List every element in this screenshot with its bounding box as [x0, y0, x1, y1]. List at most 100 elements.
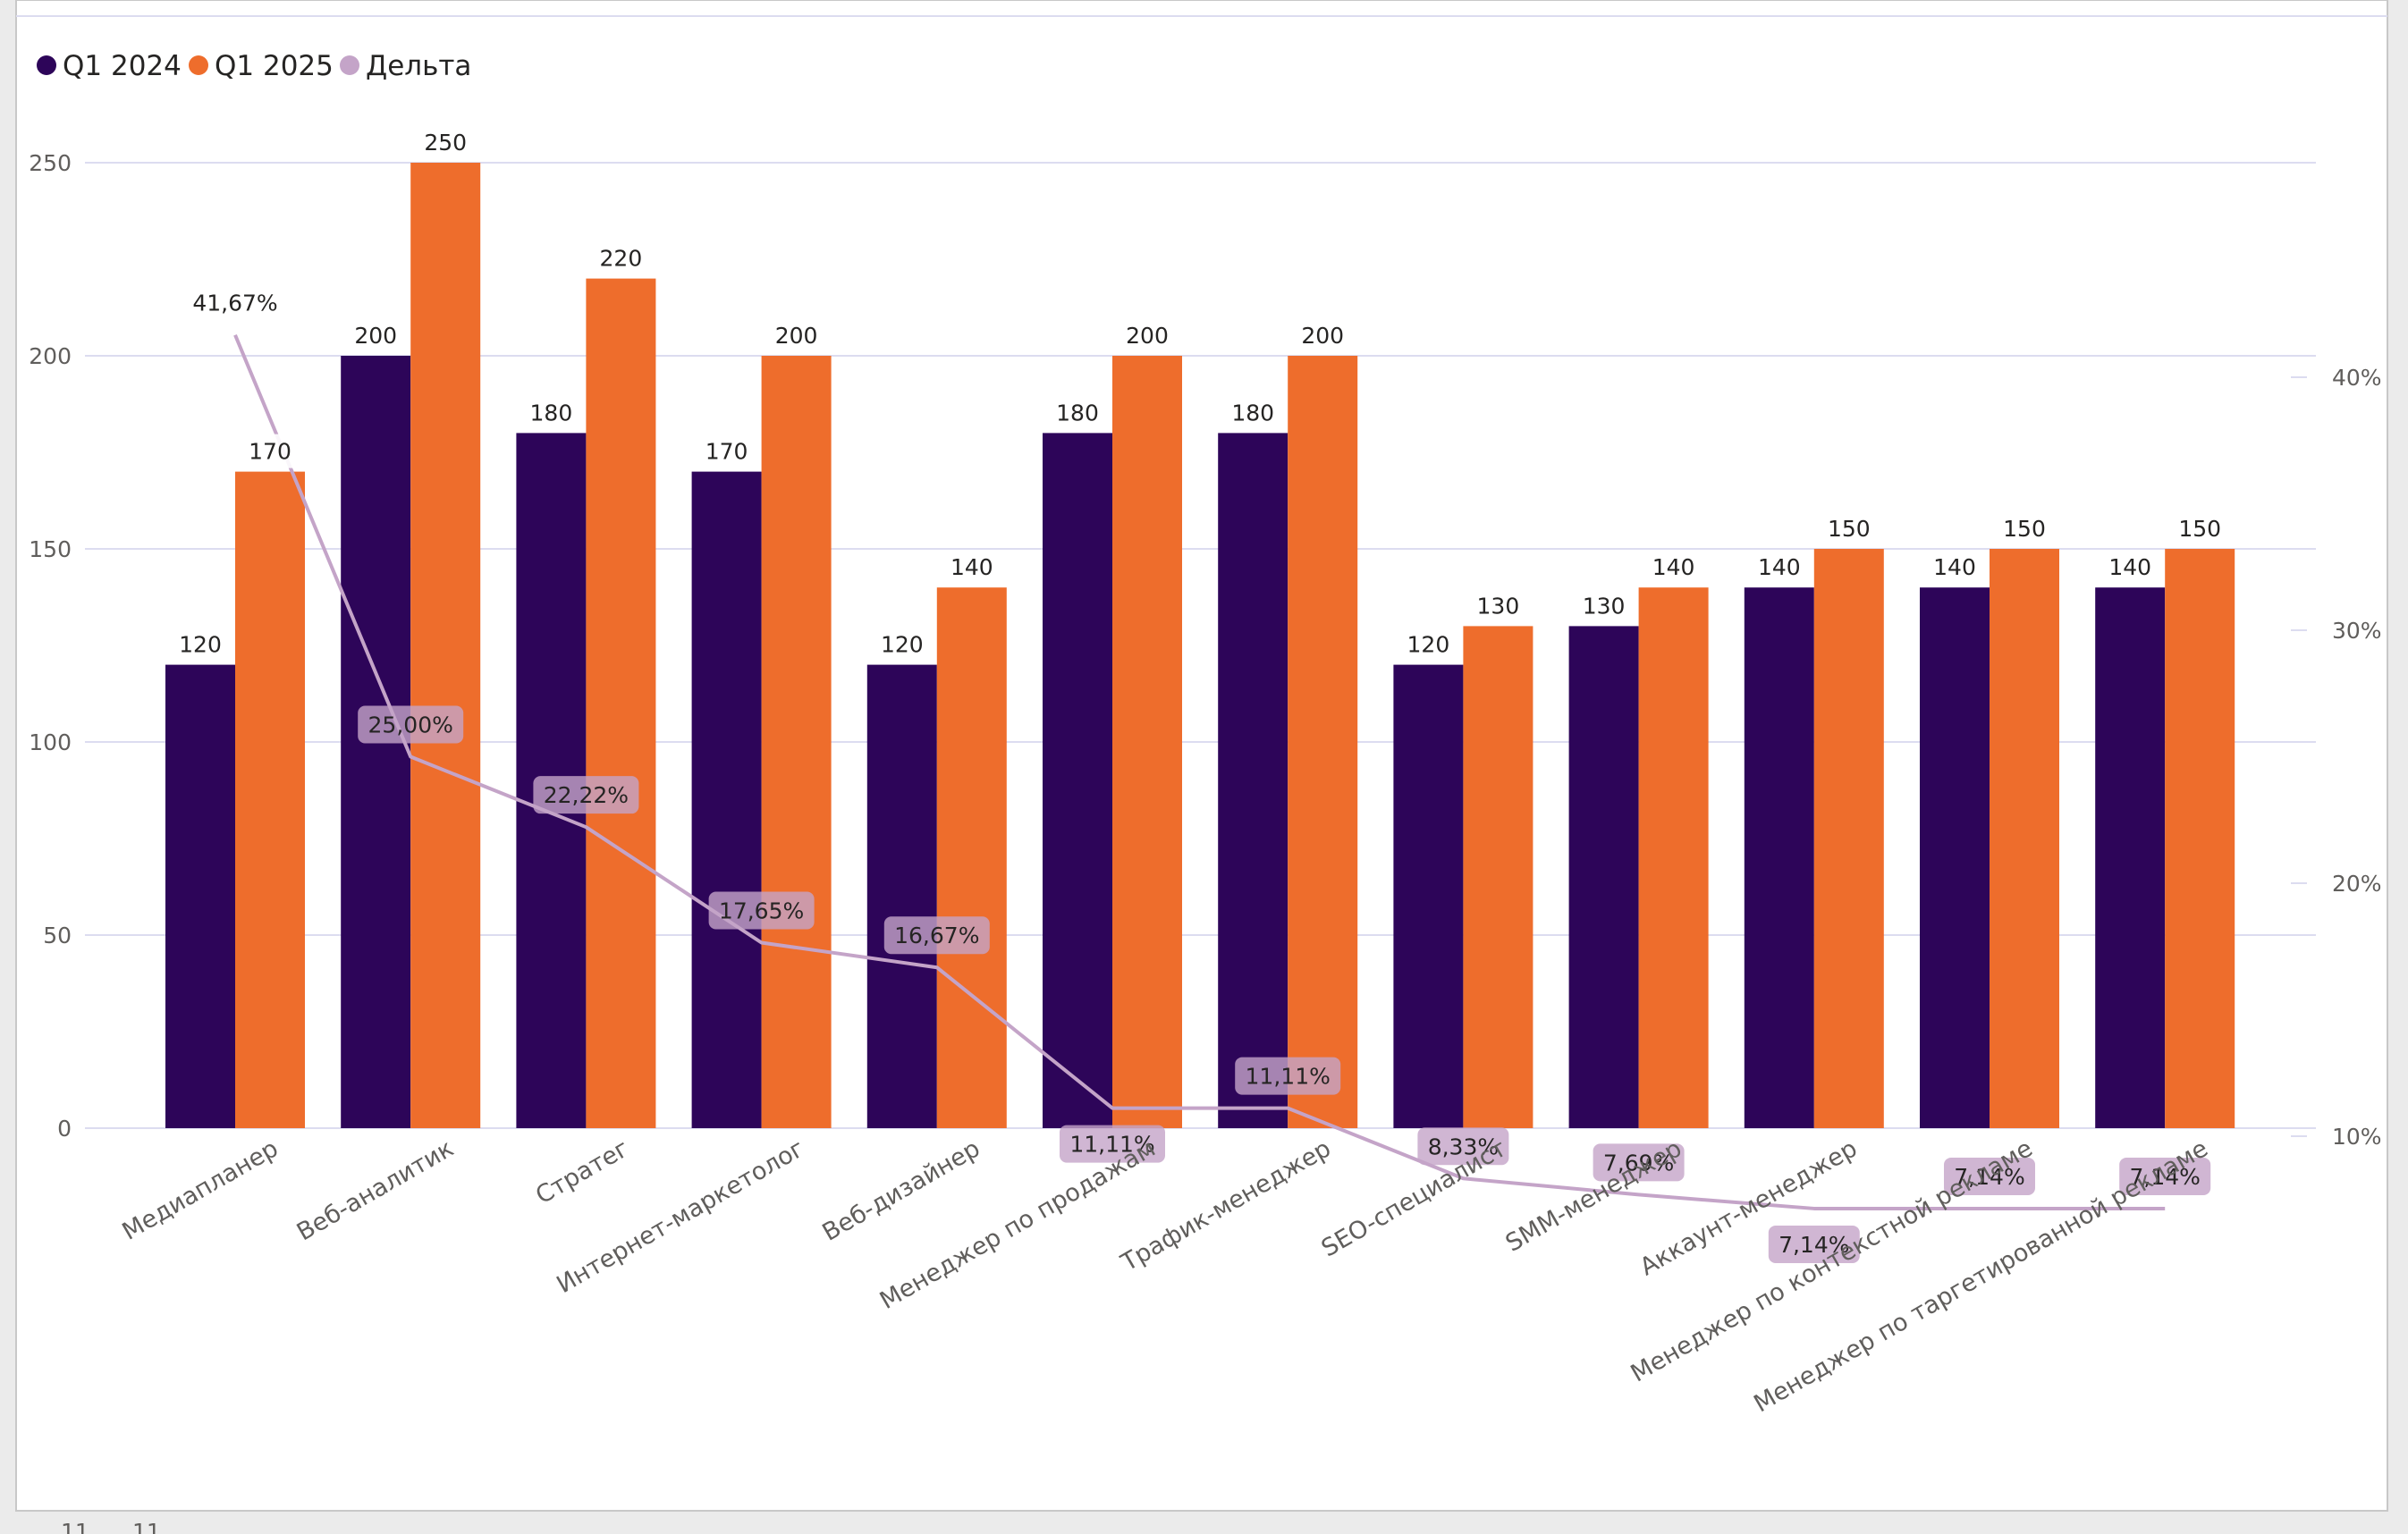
bar-label-q1-2024: 170: [706, 439, 748, 465]
bar-data-labels: 120 170 200 250 180 220 170 200 120 140 180 200 180 2…: [168, 125, 2232, 662]
bar-label-q1-2024-bg: [1572, 588, 1636, 623]
bar-q1-2024[interactable]: [1744, 587, 1814, 1128]
left-y-axis: 0 50 100 150 200 250: [29, 150, 72, 1142]
bar-label-q1-2025-bg: [940, 550, 1004, 585]
bar-q1-2025[interactable]: [1288, 356, 1358, 1128]
bar-q1-2025[interactable]: [235, 471, 305, 1128]
bars: [165, 163, 2235, 1129]
delta-label-bg: [533, 776, 639, 814]
delta-label-bg: [708, 891, 815, 930]
bar-q1-2025[interactable]: [1813, 549, 1884, 1128]
delta-label-bg: [1768, 1225, 1860, 1263]
bar-label-q1-2024-bg: [168, 627, 232, 662]
legend[interactable]: Q1 2024 Q1 2025 Дельта: [37, 50, 471, 82]
bar-label-q1-2025-bg: [413, 125, 477, 159]
bar-label-q1-2025: 200: [775, 323, 818, 349]
bar-label-q1-2024-bg: [343, 318, 408, 352]
delta-label-bg: [1593, 1143, 1685, 1182]
bar-label-q1-2025: 200: [1301, 323, 1344, 349]
bar-label-q1-2024: 180: [1231, 400, 1274, 426]
delta-line-layer: [233, 333, 2166, 1210]
bar-label-q1-2024-bg: [1396, 627, 1460, 662]
bar-label-q1-2025-bg: [1992, 511, 2057, 545]
delta-label: 11,11%: [1069, 1132, 1154, 1158]
bar-label-q1-2024: 180: [530, 400, 573, 426]
bar-q1-2024[interactable]: [691, 471, 762, 1128]
bar-label-q1-2025-bg: [1642, 550, 1706, 585]
bar-label-q1-2024: 180: [1056, 400, 1099, 426]
left-axis-tick-label: 50: [43, 923, 72, 948]
delta-label-bg: [1944, 1157, 2035, 1195]
bar-label-q1-2025: 220: [600, 246, 643, 272]
bar-label-q1-2025: 130: [1477, 593, 1520, 619]
delta-label: 16,67%: [894, 923, 979, 948]
bar-label-q1-2024: 120: [1407, 632, 1450, 658]
right-axis-tick-label: 10%: [2332, 1124, 2382, 1150]
bar-q1-2024[interactable]: [165, 664, 235, 1128]
delta-line[interactable]: [233, 333, 2166, 1210]
delta-label-bg: [1235, 1057, 1341, 1095]
right-axis-tick-label: 20%: [2332, 871, 2382, 897]
footer-text-right: 11: [132, 1519, 161, 1534]
bar-label-q1-2024-bg: [1922, 550, 1987, 585]
right-y-axis: 10% 20% 30% 40%: [2291, 365, 2382, 1150]
bar-q1-2025[interactable]: [410, 163, 481, 1128]
delta-data-labels: 41,67% 25,00% 22,22% 17,65% 16,67% 11,11% 11,1…: [182, 283, 2211, 1263]
bar-label-q1-2024: 130: [1583, 593, 1626, 619]
delta-label-bg: [2119, 1157, 2211, 1195]
bar-label-q1-2025-bg: [2167, 511, 2232, 545]
bar-label-q1-2025-bg: [1115, 318, 1179, 352]
delta-label-bg: [1417, 1127, 1509, 1166]
bar-label-q1-2025: 150: [1828, 516, 1871, 542]
delta-label-bg: [883, 916, 990, 955]
bar-q1-2025[interactable]: [1638, 587, 1709, 1128]
bar-label-q1-2024: 140: [2108, 554, 2151, 580]
legend-label-delta[interactable]: Дельта: [366, 50, 471, 82]
bar-label-q1-2025: 140: [1652, 554, 1695, 580]
delta-label: 8,33%: [1428, 1134, 1499, 1159]
bar-label-q1-2025: 170: [249, 439, 291, 465]
bar-q1-2025[interactable]: [2165, 549, 2235, 1128]
bar-label-q1-2025-bg: [1290, 318, 1355, 352]
bar-label-q1-2025: 150: [2178, 516, 2221, 542]
bar-label-q1-2024-bg: [870, 627, 934, 662]
bar-q1-2024[interactable]: [1920, 587, 1990, 1128]
delta-label: 41,67%: [192, 291, 277, 316]
bar-label-q1-2024-bg: [2098, 550, 2162, 585]
bar-q1-2024[interactable]: [1393, 664, 1464, 1128]
bar-q1-2024[interactable]: [1043, 433, 1112, 1128]
bar-q1-2024[interactable]: [1568, 626, 1639, 1128]
bar-label-q1-2025: 200: [1126, 323, 1169, 349]
delta-label: 22,22%: [544, 782, 629, 808]
bar-label-q1-2024-bg: [519, 395, 583, 430]
legend-label-q1-2025[interactable]: Q1 2025: [215, 50, 334, 82]
bar-q1-2025[interactable]: [1463, 626, 1534, 1128]
legend-marker-delta: [340, 55, 359, 75]
bar-q1-2024[interactable]: [866, 664, 937, 1128]
bar-q1-2025[interactable]: [1112, 356, 1182, 1128]
delta-label: 11,11%: [1246, 1064, 1331, 1090]
left-axis-tick-label: 100: [29, 729, 72, 755]
bar-q1-2025[interactable]: [936, 587, 1007, 1128]
left-axis-tick-label: 150: [29, 536, 72, 562]
bar-label-q1-2024-bg: [1747, 550, 1812, 585]
bar-label-q1-2024: 140: [1758, 554, 1801, 580]
bar-q1-2024[interactable]: [2095, 587, 2166, 1128]
bar-label-q1-2024: 200: [354, 323, 397, 349]
legend-marker-q1-2025: [189, 55, 208, 75]
bar-q1-2025[interactable]: [761, 356, 832, 1128]
delta-label: 7,14%: [2129, 1164, 2200, 1190]
bar-label-q1-2024: 120: [179, 632, 222, 658]
delta-label-bg: [358, 705, 464, 744]
legend-label-q1-2024[interactable]: Q1 2024: [63, 50, 182, 82]
bar-label-q1-2024: 120: [881, 632, 924, 658]
bar-label-q1-2025-bg: [588, 240, 653, 275]
bar-q1-2025[interactable]: [586, 278, 656, 1129]
bar-q1-2025[interactable]: [1990, 549, 2059, 1128]
bar-q1-2024[interactable]: [1218, 433, 1288, 1128]
bar-label-q1-2025: 250: [424, 130, 467, 156]
bar-label-q1-2025-bg: [765, 318, 829, 352]
bar-label-q1-2025: 140: [951, 554, 993, 580]
left-axis-tick-label: 200: [29, 343, 72, 369]
